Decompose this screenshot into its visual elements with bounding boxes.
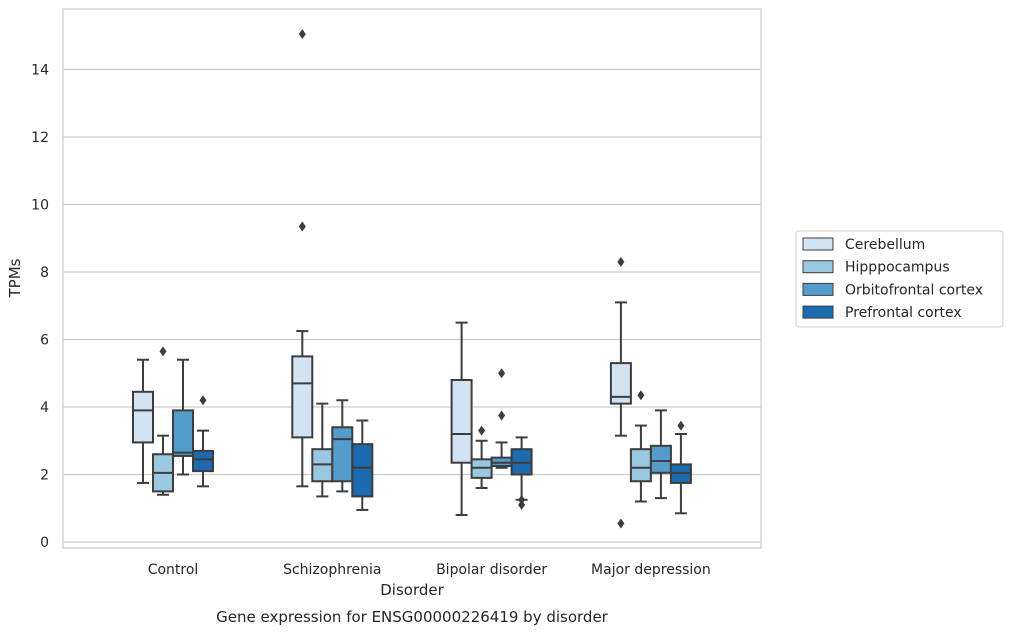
legend-swatch bbox=[802, 305, 834, 319]
box-hipppocampus bbox=[629, 390, 652, 503]
outlier-point bbox=[617, 518, 625, 529]
outlier-point bbox=[159, 346, 167, 357]
x-tick-label: Bipolar disorder bbox=[436, 562, 547, 578]
box-cerebellum bbox=[132, 358, 154, 484]
box-orbitofrontal-cortex bbox=[331, 399, 354, 493]
y-tick-label: 2 bbox=[40, 468, 49, 484]
box-iqr bbox=[172, 409, 194, 457]
y-tick-labels: 0 2 4 6 8 10 12 14 bbox=[31, 63, 49, 552]
box-cerebellum bbox=[450, 321, 473, 516]
box-orbitofrontal-cortex bbox=[649, 409, 672, 500]
box-prefrontal-cortex bbox=[351, 419, 374, 511]
outlier-point bbox=[677, 420, 685, 431]
outlier-point bbox=[199, 395, 207, 406]
outlier-point bbox=[617, 256, 625, 267]
box-iqr bbox=[629, 448, 652, 483]
box-iqr bbox=[291, 355, 314, 439]
legend-label: Prefrontal cortex bbox=[845, 305, 962, 321]
box-orbitofrontal-cortex bbox=[490, 368, 513, 469]
legend-swatch bbox=[802, 282, 834, 296]
outlier-point bbox=[518, 494, 526, 505]
box-iqr bbox=[609, 362, 632, 405]
chart-caption: Gene expression for ENSG00000226419 by d… bbox=[216, 608, 609, 626]
y-tick-label: 6 bbox=[40, 333, 49, 349]
y-tick-label: 10 bbox=[31, 198, 49, 214]
y-tick-label: 4 bbox=[40, 400, 49, 416]
outlier-point bbox=[498, 368, 506, 379]
box-iqr bbox=[450, 379, 473, 464]
legend-swatch bbox=[802, 237, 834, 251]
box-hipppocampus bbox=[470, 425, 493, 489]
box-prefrontal-cortex bbox=[510, 436, 533, 510]
boxes bbox=[132, 29, 692, 529]
y-tick-label: 8 bbox=[40, 265, 49, 281]
box-prefrontal-cortex bbox=[669, 420, 692, 515]
outlier-point bbox=[478, 425, 486, 436]
legend-swatch bbox=[802, 260, 834, 274]
box-iqr bbox=[132, 390, 154, 444]
box-cerebellum bbox=[291, 29, 314, 488]
box-hipppocampus bbox=[152, 346, 174, 496]
x-tick-label: Major depression bbox=[591, 562, 711, 578]
legend-label: Cerebellum bbox=[845, 237, 925, 253]
outlier-point bbox=[498, 410, 506, 421]
legend-label: Hipppocampus bbox=[845, 260, 950, 276]
box-iqr bbox=[351, 443, 374, 498]
legend-label: Orbitofrontal cortex bbox=[845, 282, 983, 298]
outlier-point bbox=[298, 29, 306, 40]
outlier-point bbox=[298, 221, 306, 232]
y-tick-label: 14 bbox=[31, 63, 49, 79]
box-iqr bbox=[192, 449, 214, 473]
outlier-point bbox=[518, 499, 526, 510]
outlier-point bbox=[637, 390, 645, 401]
y-axis-label: TPMs bbox=[6, 258, 24, 298]
box-iqr bbox=[331, 426, 354, 483]
box-iqr bbox=[649, 444, 672, 474]
legend: Cerebellum Hipppocampus Orbitofrontal cort… bbox=[795, 230, 1004, 328]
legend-frame bbox=[795, 230, 1004, 328]
x-axis-label: Disorder bbox=[380, 581, 444, 599]
x-tick-label: Schizophrenia bbox=[283, 562, 381, 578]
box-prefrontal-cortex bbox=[192, 395, 214, 488]
x-tick-label: Control bbox=[148, 562, 199, 578]
box-cerebellum bbox=[609, 256, 632, 529]
box-hipppocampus bbox=[311, 402, 334, 498]
x-tick-labels: Control Schizophrenia Bipolar disorder Majo… bbox=[148, 562, 711, 578]
y-tick-label: 0 bbox=[40, 535, 49, 551]
y-tick-label: 12 bbox=[31, 130, 49, 146]
plot-area-frame bbox=[62, 8, 762, 549]
box-orbitofrontal-cortex bbox=[172, 358, 194, 476]
